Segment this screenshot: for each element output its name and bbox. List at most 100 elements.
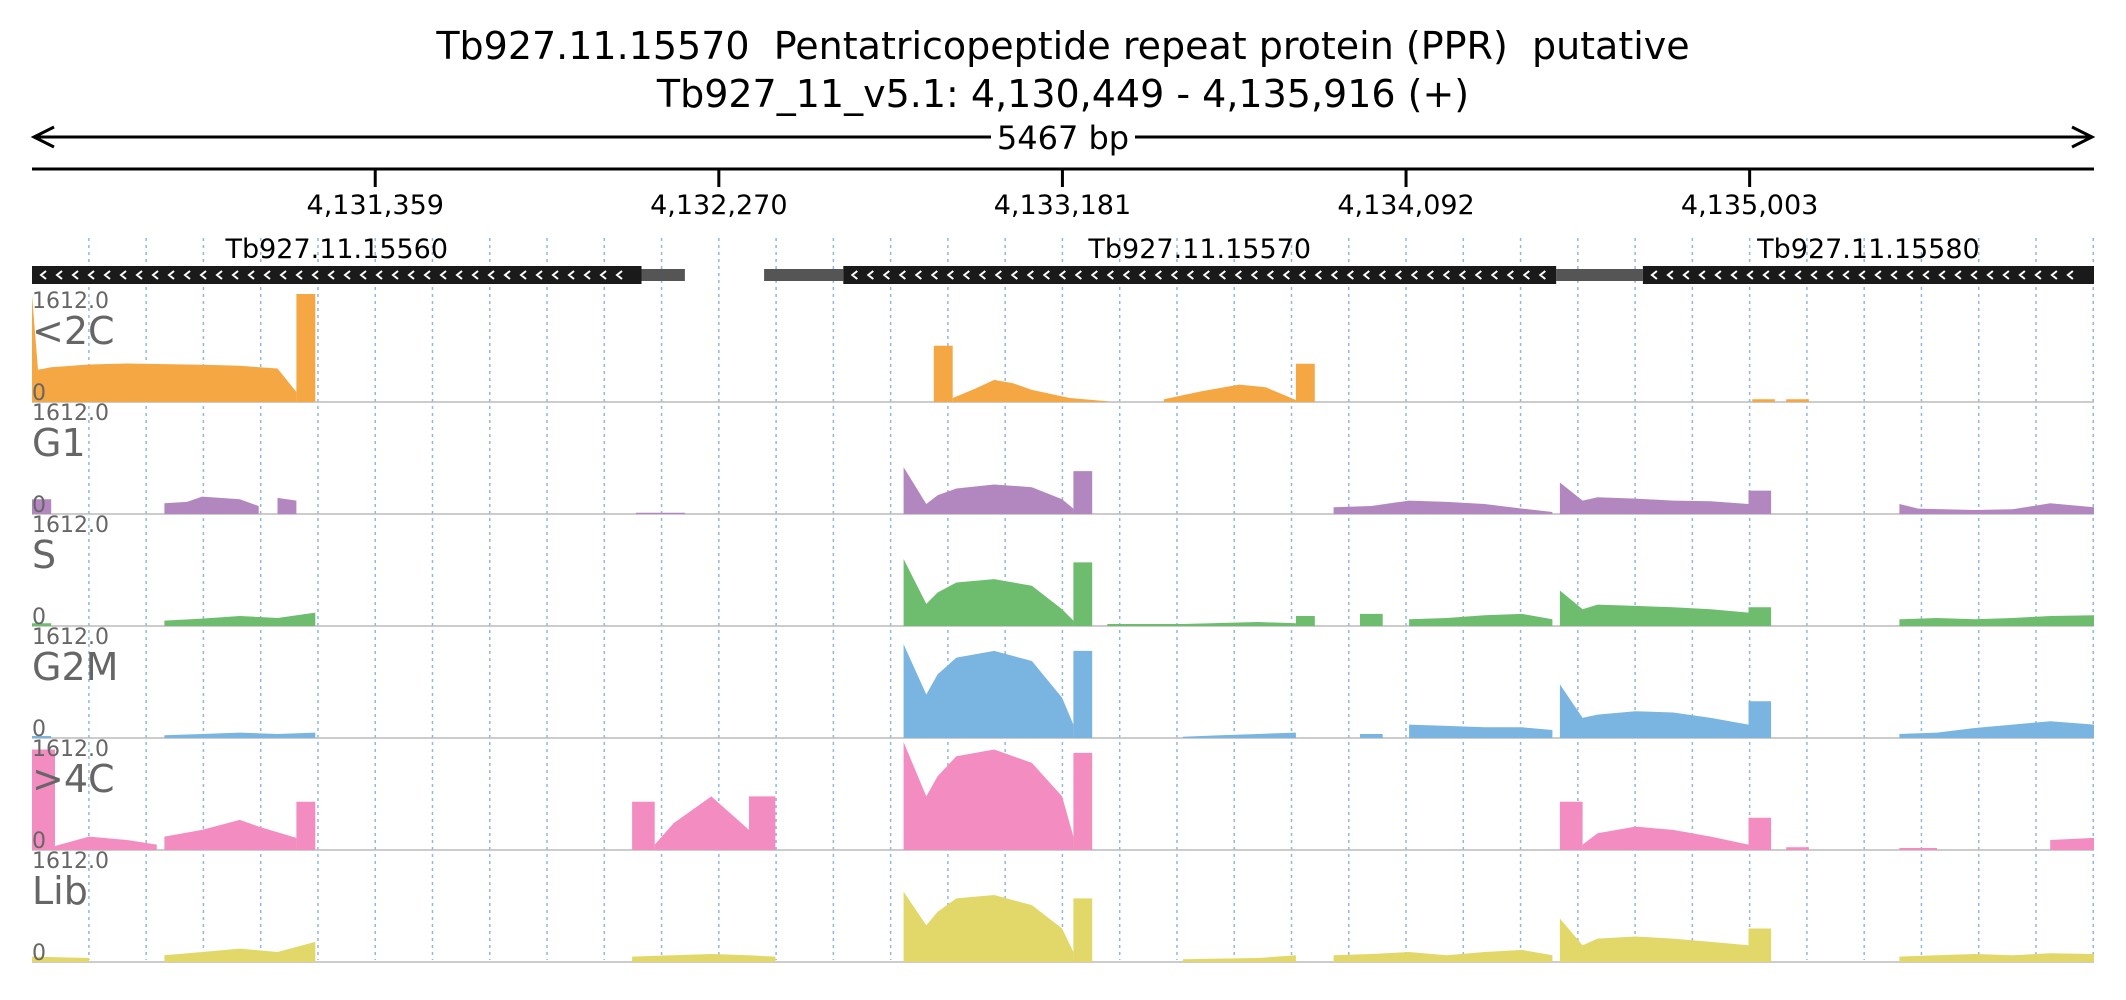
coverage-area xyxy=(1360,734,1383,738)
coverage-area xyxy=(1786,399,1809,402)
coverage-track: 1612.0 0 S xyxy=(32,513,2094,630)
track-name: Lib xyxy=(32,869,88,913)
gene-cds xyxy=(32,266,642,284)
coverage-area xyxy=(55,836,157,850)
y-max-label: 1612.0 xyxy=(32,401,109,426)
track-name: <2C xyxy=(32,309,115,353)
coverage-area xyxy=(1559,482,1749,514)
coverage-area xyxy=(1899,503,2094,514)
axis-tick-label: 4,132,270 xyxy=(650,190,787,221)
coverage-area xyxy=(1360,613,1383,626)
coverage-area xyxy=(164,732,316,738)
coverage-area xyxy=(32,749,55,850)
coverage-area xyxy=(1073,562,1093,626)
coverage-area xyxy=(1582,826,1749,850)
coverage-area xyxy=(1107,622,1296,626)
coverage-tracks: 1612.00<2C1612.00G11612.00S1612.00G2M161… xyxy=(32,289,2094,966)
strand-arrows xyxy=(1650,270,2074,280)
axis-tick-label: 4,133,181 xyxy=(994,190,1131,221)
coverage-area xyxy=(1899,953,2094,962)
coverage-area xyxy=(164,496,259,514)
coverage-area xyxy=(1559,590,1749,626)
gene-model: Tb927.11.15570 xyxy=(764,234,1591,284)
coverage-area xyxy=(1409,613,1553,626)
axis-tick-label: 4,131,359 xyxy=(307,190,444,221)
gene-cds xyxy=(1642,266,2094,284)
coverage-area xyxy=(1748,701,1772,738)
coverage-area xyxy=(1786,847,1809,850)
gene-utr xyxy=(641,269,685,281)
grid-lines xyxy=(88,238,2094,960)
coverage-area xyxy=(164,941,316,962)
gene-label: Tb927.11.15570 xyxy=(1087,234,1311,265)
y-max-label: 1612.0 xyxy=(32,849,109,874)
coverage-area xyxy=(1295,616,1315,626)
coverage-track: 1612.0 0 G2M xyxy=(32,625,2094,742)
gene-model: Tb927.11.15580 xyxy=(1582,234,2094,284)
coverage-area xyxy=(32,294,297,402)
coverage-area xyxy=(1333,500,1553,514)
coverage-area xyxy=(1073,752,1093,850)
coverage-area xyxy=(903,644,1074,738)
gene-track: Tb927.11.15560 Tb927.11.15570 Tb927.11.155… xyxy=(32,234,2094,284)
coverage-area xyxy=(164,819,297,850)
y-max-label: 1612.0 xyxy=(32,289,109,314)
y-min-label: 0 xyxy=(32,381,46,406)
coverage-area xyxy=(749,796,776,850)
coverage-area xyxy=(1899,848,1938,850)
strand-arrows xyxy=(850,270,1546,280)
coverage-area xyxy=(164,612,316,626)
coverage-area xyxy=(1752,399,1775,402)
y-max-label: 1612.0 xyxy=(32,513,109,538)
coverage-track: 1612.0 0 G1 xyxy=(32,401,2094,518)
y-max-label: 1612.0 xyxy=(32,737,109,762)
coverage-area xyxy=(632,954,776,962)
coverage-area xyxy=(1559,918,1749,962)
track-name: G2M xyxy=(32,645,118,689)
coverage-area xyxy=(1182,955,1296,962)
track-name: G1 xyxy=(32,421,86,465)
span-arrow-left xyxy=(30,125,55,149)
coverage-area xyxy=(1163,384,1296,402)
coverage-area xyxy=(1073,471,1093,514)
chart-title: Tb927.11.15570 Pentatricopeptide repeat … xyxy=(436,24,1690,68)
coverage-area xyxy=(1559,684,1749,738)
coordinate-ruler: 5467 bp 4,131,359 4,132,270 4,133,181 4,134,… xyxy=(30,117,2096,221)
coverage-area xyxy=(1295,363,1315,402)
gene-utr xyxy=(1582,269,1643,281)
coverage-area xyxy=(1899,721,2094,738)
gene-cds xyxy=(843,266,1557,284)
coverage-area xyxy=(296,294,316,402)
coverage-area xyxy=(903,891,1074,962)
chart-subtitle: Tb927_11_v5.1: 4,130,449 - 4,135,916 (+) xyxy=(656,72,1470,116)
coverage-area xyxy=(933,345,953,402)
y-min-label: 0 xyxy=(32,605,46,630)
coverage-track: 1612.0 0 <2C xyxy=(32,289,2094,406)
coverage-area xyxy=(1409,724,1553,738)
coverage-area xyxy=(654,796,749,850)
coverage-area xyxy=(1748,490,1772,514)
coverage-area xyxy=(1182,732,1296,738)
y-min-label: 0 xyxy=(32,829,46,854)
coverage-area xyxy=(32,499,52,514)
gene-utr xyxy=(1556,269,1591,281)
coverage-area xyxy=(1748,817,1772,850)
coverage-area xyxy=(903,742,1074,850)
span-label: 5467 bp xyxy=(997,119,1129,157)
span-label-bg xyxy=(991,117,1135,157)
span-arrow-right xyxy=(2071,125,2096,149)
track-name: >4C xyxy=(32,757,115,801)
coverage-area xyxy=(903,559,1074,626)
coverage-area xyxy=(1899,615,2094,626)
coverage-area xyxy=(635,512,685,514)
coverage-area xyxy=(277,497,297,514)
coverage-area xyxy=(1333,949,1553,962)
track-name: S xyxy=(32,533,56,577)
gene-label: Tb927.11.15560 xyxy=(224,234,448,265)
coverage-area xyxy=(1073,650,1093,738)
y-max-label: 1612.0 xyxy=(32,625,109,650)
coverage-area xyxy=(1559,801,1583,850)
gene-model: Tb927.11.15560 xyxy=(32,234,685,284)
coverage-area xyxy=(296,801,316,850)
coverage-area xyxy=(1073,898,1093,962)
